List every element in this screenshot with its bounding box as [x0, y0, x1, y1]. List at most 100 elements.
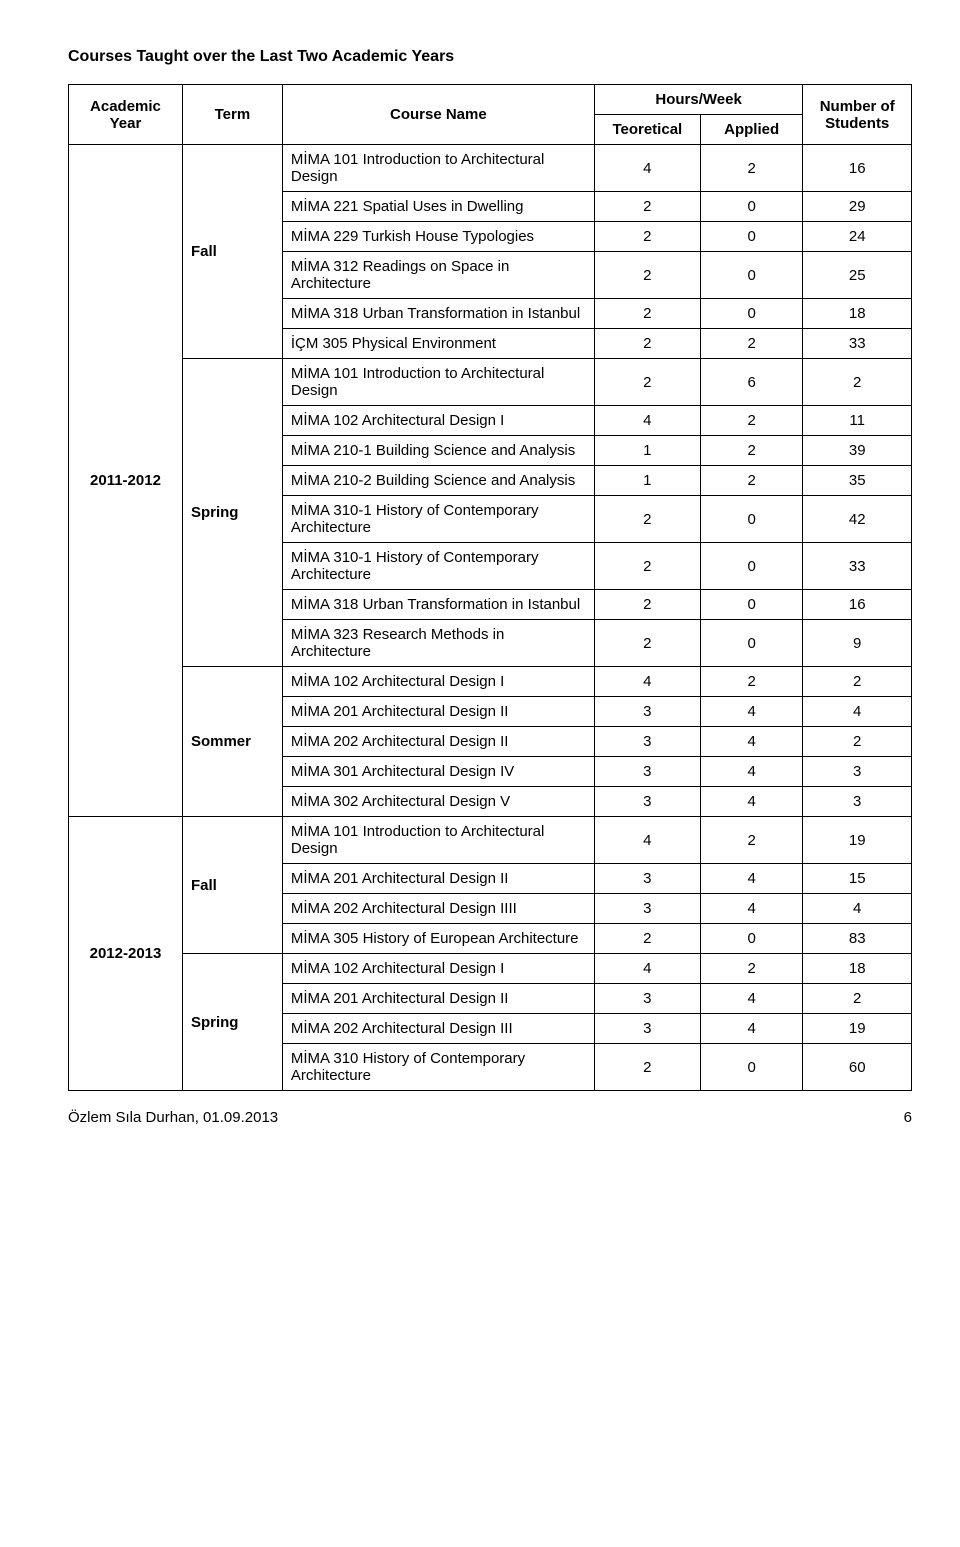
applied-cell: 4 — [700, 894, 803, 924]
students-cell: 33 — [803, 329, 912, 359]
teoretical-cell: 2 — [594, 620, 700, 667]
header-hours: Hours/Week — [594, 85, 803, 115]
footer-right: 6 — [904, 1109, 912, 1126]
students-cell: 15 — [803, 864, 912, 894]
teoretical-cell: 2 — [594, 496, 700, 543]
term-cell: Fall — [182, 145, 282, 359]
applied-cell: 4 — [700, 864, 803, 894]
teoretical-cell: 4 — [594, 954, 700, 984]
students-cell: 9 — [803, 620, 912, 667]
term-cell: Sommer — [182, 667, 282, 817]
teoretical-cell: 3 — [594, 727, 700, 757]
teoretical-cell: 2 — [594, 299, 700, 329]
teoretical-cell: 4 — [594, 145, 700, 192]
applied-cell: 0 — [700, 543, 803, 590]
teoretical-cell: 2 — [594, 924, 700, 954]
students-cell: 33 — [803, 543, 912, 590]
students-cell: 19 — [803, 1014, 912, 1044]
header-term: Term — [182, 85, 282, 145]
page-title: Courses Taught over the Last Two Academi… — [68, 48, 912, 66]
course-cell: MİMA 310-1 History of Contemporary Archi… — [282, 543, 594, 590]
students-cell: 24 — [803, 222, 912, 252]
students-cell: 19 — [803, 817, 912, 864]
students-cell: 2 — [803, 359, 912, 406]
term-cell: Fall — [182, 817, 282, 954]
applied-cell: 2 — [700, 954, 803, 984]
teoretical-cell: 2 — [594, 222, 700, 252]
teoretical-cell: 1 — [594, 466, 700, 496]
students-cell: 3 — [803, 787, 912, 817]
students-cell: 83 — [803, 924, 912, 954]
students-cell: 2 — [803, 984, 912, 1014]
students-cell: 11 — [803, 406, 912, 436]
course-cell: MİMA 102 Architectural Design I — [282, 667, 594, 697]
course-cell: MİMA 202 Architectural Design IIII — [282, 894, 594, 924]
year-cell: 2012-2013 — [69, 817, 183, 1091]
course-cell: MİMA 101 Introduction to Architectural D… — [282, 817, 594, 864]
applied-cell: 0 — [700, 192, 803, 222]
course-cell: MİMA 302 Architectural Design V — [282, 787, 594, 817]
teoretical-cell: 3 — [594, 697, 700, 727]
students-cell: 25 — [803, 252, 912, 299]
applied-cell: 0 — [700, 496, 803, 543]
applied-cell: 4 — [700, 697, 803, 727]
term-cell: Spring — [182, 359, 282, 667]
course-cell: MİMA 301 Architectural Design IV — [282, 757, 594, 787]
header-course: Course Name — [282, 85, 594, 145]
applied-cell: 4 — [700, 787, 803, 817]
teoretical-cell: 4 — [594, 667, 700, 697]
teoretical-cell: 1 — [594, 436, 700, 466]
applied-cell: 4 — [700, 757, 803, 787]
teoretical-cell: 4 — [594, 817, 700, 864]
students-cell: 18 — [803, 299, 912, 329]
teoretical-cell: 2 — [594, 329, 700, 359]
teoretical-cell: 2 — [594, 1044, 700, 1091]
students-cell: 29 — [803, 192, 912, 222]
course-cell: MİMA 312 Readings on Space in Architectu… — [282, 252, 594, 299]
applied-cell: 0 — [700, 924, 803, 954]
teoretical-cell: 2 — [594, 359, 700, 406]
applied-cell: 2 — [700, 436, 803, 466]
footer: Özlem Sıla Durhan, 01.09.2013 6 — [68, 1109, 912, 1126]
applied-cell: 0 — [700, 222, 803, 252]
students-cell: 39 — [803, 436, 912, 466]
applied-cell: 0 — [700, 1044, 803, 1091]
course-cell: MİMA 101 Introduction to Architectural D… — [282, 145, 594, 192]
applied-cell: 4 — [700, 727, 803, 757]
students-cell: 4 — [803, 894, 912, 924]
applied-cell: 0 — [700, 299, 803, 329]
course-cell: MİMA 210-1 Building Science and Analysis — [282, 436, 594, 466]
students-cell: 42 — [803, 496, 912, 543]
course-cell: MİMA 310-1 History of Contemporary Archi… — [282, 496, 594, 543]
applied-cell: 0 — [700, 620, 803, 667]
footer-left: Özlem Sıla Durhan, 01.09.2013 — [68, 1109, 278, 1126]
course-cell: MİMA 202 Architectural Design III — [282, 1014, 594, 1044]
course-cell: MİMA 323 Research Methods in Architectur… — [282, 620, 594, 667]
teoretical-cell: 3 — [594, 894, 700, 924]
course-cell: MİMA 229 Turkish House Typologies — [282, 222, 594, 252]
course-cell: MİMA 221 Spatial Uses in Dwelling — [282, 192, 594, 222]
teoretical-cell: 2 — [594, 543, 700, 590]
year-cell: 2011-2012 — [69, 145, 183, 817]
course-cell: MİMA 201 Architectural Design II — [282, 984, 594, 1014]
students-cell: 35 — [803, 466, 912, 496]
course-cell: MİMA 310 History of Contemporary Archite… — [282, 1044, 594, 1091]
students-cell: 18 — [803, 954, 912, 984]
term-cell: Spring — [182, 954, 282, 1091]
teoretical-cell: 3 — [594, 787, 700, 817]
table-row: 2011-2012FallMİMA 101 Introduction to Ar… — [69, 145, 912, 192]
course-cell: MİMA 201 Architectural Design II — [282, 697, 594, 727]
course-cell: İÇM 305 Physical Environment — [282, 329, 594, 359]
applied-cell: 4 — [700, 1014, 803, 1044]
header-row-1: Academic Year Term Course Name Hours/Wee… — [69, 85, 912, 115]
header-students: Number of Students — [803, 85, 912, 145]
teoretical-cell: 3 — [594, 757, 700, 787]
course-cell: MİMA 318 Urban Transformation in Istanbu… — [282, 299, 594, 329]
header-applied: Applied — [700, 115, 803, 145]
table-row: SommerMİMA 102 Architectural Design I422 — [69, 667, 912, 697]
students-cell: 16 — [803, 145, 912, 192]
students-cell: 2 — [803, 667, 912, 697]
students-cell: 3 — [803, 757, 912, 787]
teoretical-cell: 3 — [594, 1014, 700, 1044]
students-cell: 60 — [803, 1044, 912, 1091]
